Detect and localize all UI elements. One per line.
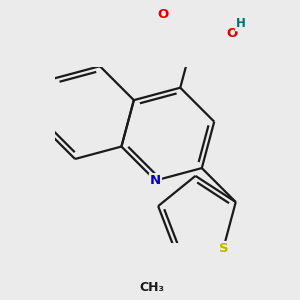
Text: S: S [218,242,228,255]
Text: O: O [158,8,169,21]
Text: CH₃: CH₃ [139,281,164,294]
Text: N: N [150,174,161,187]
Text: H: H [236,17,246,30]
Text: O: O [226,27,237,40]
